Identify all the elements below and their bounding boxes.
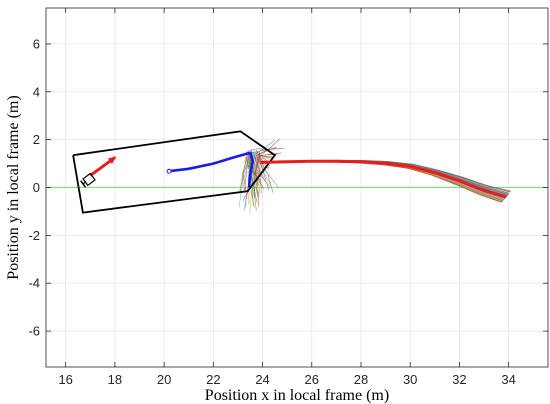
vehicle-heading-arrowhead xyxy=(107,156,117,164)
x-tick-label: 20 xyxy=(157,372,171,387)
sample-trajectory xyxy=(259,148,285,151)
sample-trajectory xyxy=(239,153,251,193)
planned-path xyxy=(168,151,254,188)
x-tick-label: 24 xyxy=(255,372,269,387)
sample-trajectory xyxy=(254,157,259,186)
y-tick-label: -2 xyxy=(28,228,40,243)
y-tick-label: 4 xyxy=(33,84,40,99)
sample-trajectory xyxy=(247,147,263,152)
sample-trajectory xyxy=(239,155,253,191)
y-axis-label: Position y in local frame (m) xyxy=(5,95,22,279)
vehicle-link xyxy=(82,181,86,185)
sample-trajectory xyxy=(248,147,278,154)
y-tick-label: -6 xyxy=(28,324,40,339)
x-tick-label: 18 xyxy=(108,372,122,387)
x-tick-label: 22 xyxy=(206,372,220,387)
sample-trajectory xyxy=(259,151,265,173)
parking-boundary xyxy=(72,130,277,214)
sample-trajectory xyxy=(253,160,261,182)
sample-trajectory xyxy=(242,159,259,202)
start-point-marker xyxy=(166,168,172,174)
y-tick-label: -4 xyxy=(28,276,40,291)
x-tick-label: 26 xyxy=(305,372,319,387)
plot-area xyxy=(46,130,548,214)
y-tick-label: 2 xyxy=(33,132,40,147)
sample-trajectory xyxy=(250,139,276,158)
x-tick-label: 30 xyxy=(403,372,417,387)
x-axis-label: Position x in local frame (m) xyxy=(205,387,389,404)
x-tick-label: 28 xyxy=(354,372,368,387)
y-tick-label: 6 xyxy=(33,36,40,51)
x-tick-label: 16 xyxy=(58,372,72,387)
vehicle-icon xyxy=(80,172,96,188)
x-tick-label: 32 xyxy=(452,372,466,387)
predicted-path xyxy=(260,159,507,199)
sample-trajectory xyxy=(246,157,258,198)
y-tick-label: 0 xyxy=(33,180,40,195)
sample-trajectory xyxy=(258,138,280,155)
x-tick-label: 34 xyxy=(501,372,515,387)
